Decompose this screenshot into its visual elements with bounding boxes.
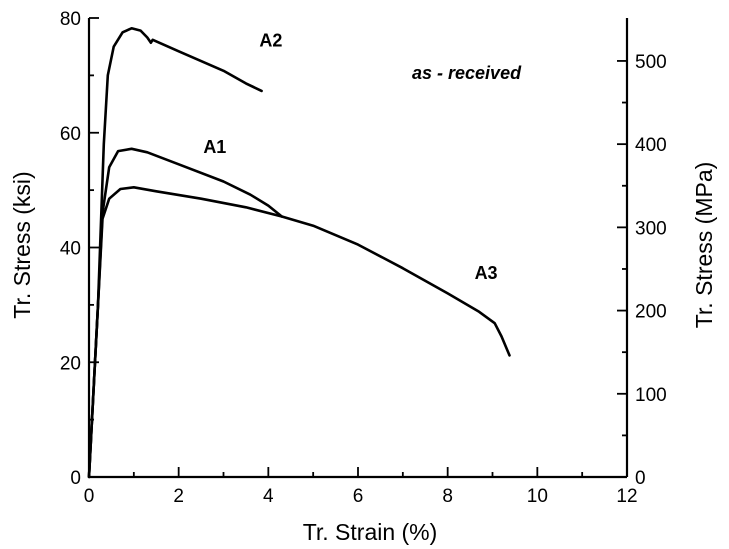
- y-tick-label: 0: [70, 468, 81, 489]
- x-axis-ticks: 0 2 4 6 8 10 12: [84, 467, 638, 507]
- x-tick-label: 12: [616, 486, 637, 507]
- y-tick-label: 80: [60, 9, 81, 30]
- y-axis-label: Tr. Stress (ksi): [9, 171, 35, 318]
- curve-a2: [87, 27, 263, 479]
- y2-tick-label: 0: [635, 468, 646, 489]
- x-tick-label: 8: [442, 486, 453, 507]
- curve-label-a1: A1: [203, 137, 226, 157]
- x-axis-label: Tr. Strain (%): [303, 519, 438, 545]
- y2-tick-label: 100: [635, 385, 667, 406]
- y2-tick-label: 500: [635, 52, 667, 73]
- axes-frame: [87, 18, 629, 479]
- y-tick-label: 40: [60, 239, 81, 260]
- annotation-as-received: as - received: [412, 63, 522, 83]
- y2-tick-label: 400: [635, 135, 667, 156]
- y-tick-label: 20: [60, 353, 81, 374]
- y2-axis-label: Tr. Stress (MPa): [691, 162, 717, 329]
- y2-axis-ticks: 0 100 200 300 400 500: [617, 52, 667, 489]
- x-tick-label: 2: [173, 486, 184, 507]
- x-tick-label: 0: [84, 486, 95, 507]
- curve-labels: A2 A1 A3: [203, 31, 497, 283]
- x-tick-label: 6: [353, 486, 364, 507]
- y-tick-label: 60: [60, 124, 81, 145]
- y2-tick-label: 200: [635, 302, 667, 323]
- curve-a3: [87, 186, 511, 479]
- y2-tick-label: 300: [635, 218, 667, 239]
- x-tick-label: 4: [263, 486, 274, 507]
- y-axis-ticks: 0 20 40 60 80: [60, 9, 99, 489]
- curves: [87, 27, 511, 479]
- x-tick-label: 10: [527, 486, 548, 507]
- curve-label-a2: A2: [259, 31, 282, 51]
- curve-a1: [87, 147, 284, 479]
- curve-label-a3: A3: [475, 263, 498, 283]
